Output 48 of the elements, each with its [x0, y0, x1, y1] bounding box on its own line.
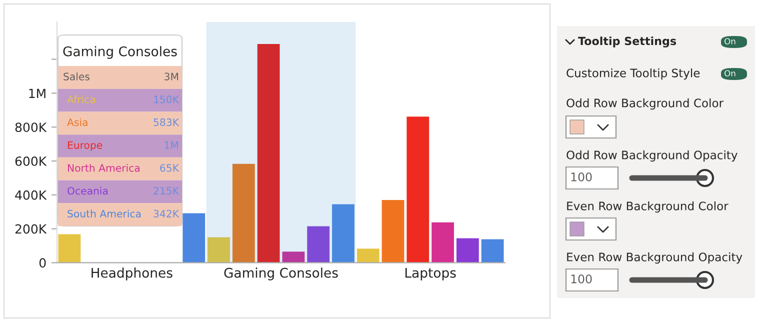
y-tick-label: 400K [15, 190, 47, 200]
x-tick-label: Gaming Consoles [224, 268, 338, 280]
text: South America [68, 210, 141, 218]
y-tick-label: 0 [39, 258, 46, 268]
text: Gaming Consoles [63, 46, 177, 59]
annotation: Sales [64, 72, 90, 80]
text: Customize Tooltip Style [566, 68, 700, 80]
y-tick-label: 200K [15, 224, 47, 234]
annotation: 215K [154, 186, 180, 195]
annotation: 150K [154, 96, 180, 104]
bar [232, 164, 255, 263]
text: 100 [571, 172, 592, 182]
text: On [724, 70, 736, 76]
annotation: 342K [154, 210, 180, 218]
y-tick-label: 800K [15, 122, 47, 132]
text: Odd Row Background Color [566, 98, 724, 110]
x-tick-label: Laptops [405, 268, 456, 280]
text: On [724, 38, 736, 44]
bar [481, 239, 504, 263]
bar [257, 44, 280, 263]
bar [356, 248, 380, 263]
bar [382, 200, 404, 263]
text: Africa [67, 95, 95, 104]
annotation: 3M [164, 72, 178, 80]
text: Europe [68, 141, 102, 151]
bar [332, 204, 354, 263]
x-tick-label: Headphones [92, 268, 172, 280]
bar [406, 116, 430, 263]
text: North America [68, 164, 140, 172]
text: Even Row Background Opacity [567, 252, 742, 264]
bar [282, 252, 305, 263]
bar [432, 222, 454, 263]
bar [182, 213, 206, 263]
y-tick-label: 1M [29, 88, 46, 98]
bar [456, 238, 479, 263]
text: Even Row Background Color [567, 201, 728, 213]
bar [307, 226, 330, 263]
text: Tooltip Settings [578, 36, 676, 48]
text: Oceania [68, 186, 108, 195]
text: 100 [571, 274, 592, 284]
text: Asia [67, 118, 88, 126]
text: Odd Row Background Opacity [566, 150, 738, 162]
annotation: 583K [154, 118, 180, 126]
bar [58, 234, 81, 263]
annotation: 65K [160, 164, 180, 172]
y-tick-label: 600K [15, 156, 47, 166]
bar [208, 237, 230, 263]
annotation: 1M [164, 141, 178, 149]
